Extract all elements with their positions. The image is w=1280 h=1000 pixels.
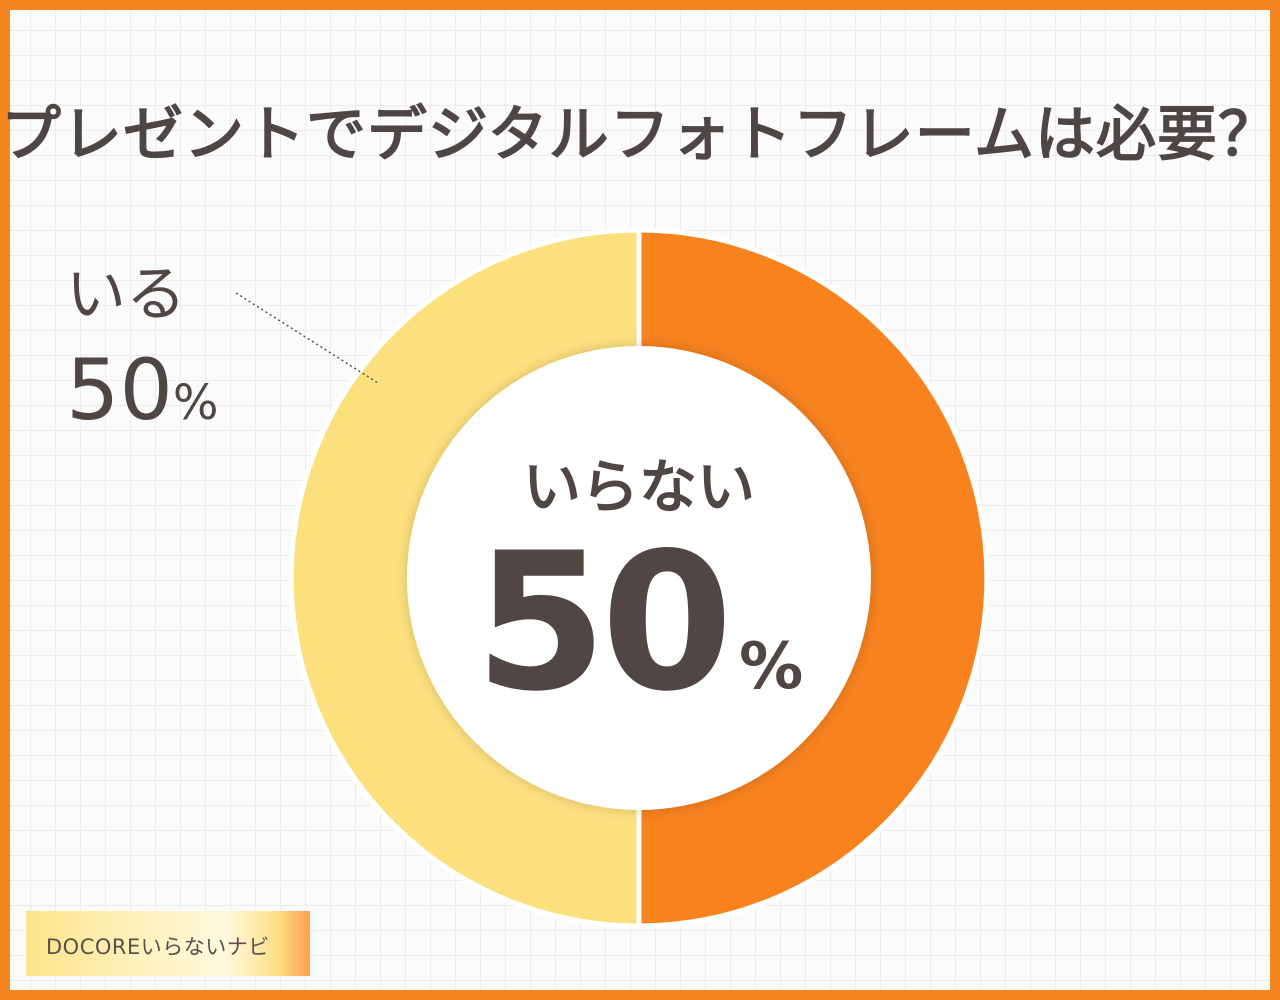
donut-hole [407, 346, 871, 810]
no-label: いらない [522, 453, 755, 521]
yes-percent: 50% [66, 345, 219, 459]
yes-label: いる [66, 260, 186, 330]
no-percent: 50% [439, 528, 839, 718]
yes-percent-sign: % [172, 375, 219, 431]
yes-percent-value: 50 [66, 341, 173, 439]
brand-name: DOCOREいらないナビ [46, 935, 270, 959]
leader-line [235, 292, 379, 384]
chart-title: プレゼントでデジタルフォトフレームは必要？ [1, 100, 1279, 170]
yes-label-block: いる 50% [66, 255, 219, 459]
no-percent-sign: % [739, 630, 804, 704]
no-percent-value: 50 [474, 512, 733, 733]
brand-logo: DOCOREいらないナビ [26, 911, 310, 976]
